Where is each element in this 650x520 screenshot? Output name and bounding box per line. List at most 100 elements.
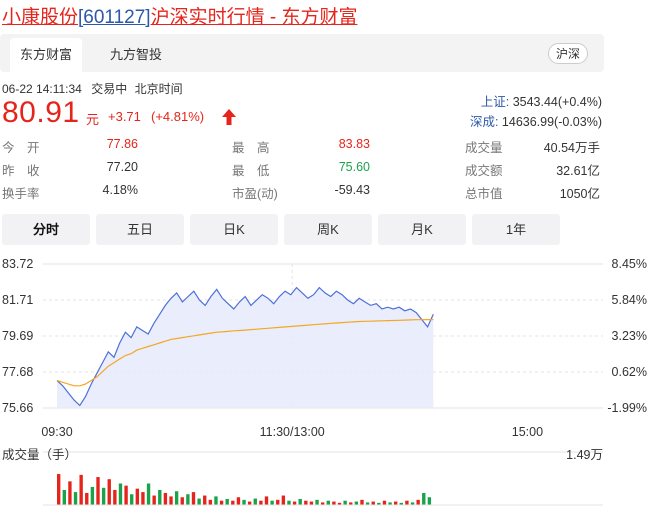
volume-bar	[281, 495, 286, 505]
page-title: 小康股份[601127]沪深实时行情 - 东方财富	[2, 2, 357, 29]
volume-bar	[427, 497, 432, 505]
y-right-tick: -1.99%	[607, 401, 647, 415]
stat-label: 今 开	[2, 141, 40, 155]
stat-value: 75.60	[338, 160, 370, 174]
stat-value: 83.83	[338, 137, 370, 151]
volume-bar	[68, 481, 72, 505]
volume-bar	[107, 479, 111, 505]
volume-bar	[96, 477, 100, 505]
volume-bar	[422, 492, 426, 505]
volume-bar	[388, 502, 392, 505]
stat-label: 最 高	[232, 141, 270, 155]
volume-bar	[242, 499, 246, 505]
period-btn-minute[interactable]: 分时	[2, 214, 90, 245]
y-right-tick: 3.23%	[612, 329, 647, 343]
period-btn-5day[interactable]: 五日	[96, 214, 184, 245]
current-price: 80.91	[2, 96, 80, 129]
x-tick: 11:30/13:00	[260, 425, 325, 439]
volume-bar	[79, 474, 83, 505]
stat-label: 成交额	[465, 164, 503, 178]
stock-name-link[interactable]: 小康股份	[2, 7, 79, 28]
volume-bar	[158, 489, 162, 505]
up-arrow-icon	[221, 108, 237, 131]
volume-bar	[124, 485, 128, 505]
quote-datetime: 06-22 14:11:34	[2, 82, 82, 96]
tab-jiufang[interactable]: 九方智投	[110, 47, 163, 62]
volume-bar	[174, 491, 179, 505]
volume-bar	[371, 501, 375, 505]
y-right-tick: 8.45%	[612, 257, 647, 271]
volume-bar	[399, 502, 403, 505]
stat-value: 40.54万手	[543, 141, 600, 155]
price-line	[56, 286, 434, 407]
avg-price-line	[56, 319, 434, 387]
volume-bar	[349, 502, 353, 505]
volume-bar	[416, 499, 420, 505]
volume-bar	[73, 492, 78, 505]
y-left-tick: 83.72	[2, 257, 33, 271]
source-tabs: 东方财富 九方智投 沪深	[0, 34, 604, 72]
volume-bar	[146, 483, 151, 505]
volume-bar	[141, 492, 145, 505]
price-change-pct: (+4.81%)	[151, 109, 205, 124]
tab-eastmoney[interactable]: 东方财富	[10, 38, 83, 72]
market-badge[interactable]: 沪深	[547, 43, 588, 64]
volume-bar	[85, 492, 89, 505]
price-area-fill	[57, 287, 434, 408]
index-sz-label[interactable]: 深成:	[469, 115, 499, 129]
index-sh: 上证: 3543.44(+0.4%)	[481, 91, 602, 110]
volume-bar	[203, 495, 207, 505]
period-btn-1year[interactable]: 1年	[472, 214, 560, 245]
volume-bar	[130, 494, 134, 505]
y-right-tick: 0.62%	[612, 365, 647, 379]
index-sz-value: 14636.99(-0.03%)	[501, 115, 602, 129]
period-btn-month-k[interactable]: 月K	[378, 214, 466, 245]
x-tick: 09:30	[41, 425, 72, 439]
stat-value: 77.86	[106, 137, 138, 151]
stat-label: 市盈(动)	[232, 187, 278, 201]
page-title-link[interactable]: 沪深实时行情 - 东方财富	[150, 7, 358, 28]
period-btn-week-k[interactable]: 周K	[284, 214, 372, 245]
volume-max: 1.49万	[566, 448, 603, 462]
volume-bar	[253, 498, 257, 505]
volume-bar	[169, 496, 173, 505]
index-sh-label[interactable]: 上证:	[480, 95, 510, 109]
volume-bar	[152, 495, 156, 505]
stat-value: -59.43	[334, 183, 370, 197]
volume-bar	[118, 483, 123, 505]
price-unit: 元	[86, 112, 100, 127]
volume-bar	[365, 502, 370, 505]
volume-bar	[197, 498, 201, 505]
stat-label: 最 低	[232, 164, 270, 178]
volume-bar	[382, 500, 387, 505]
volume-bar	[236, 497, 241, 505]
period-btn-day-k[interactable]: 日K	[190, 214, 278, 245]
volume-bar	[57, 474, 61, 505]
index-sh-value: 3543.44(+0.4%)	[512, 95, 602, 109]
volume-bar	[247, 501, 252, 505]
stat-label: 总市值	[465, 187, 503, 201]
y-left-tick: 81.71	[2, 293, 33, 307]
volume-bar	[309, 501, 314, 505]
intraday-chart[interactable]: 83.72 8.45% 81.71 5.84% 79.69 3.23% 77.68 0.62%…	[0, 250, 650, 520]
y-left-tick: 75.66	[2, 401, 33, 415]
volume-bar	[360, 499, 364, 505]
volume-bar	[113, 489, 117, 505]
volume-bar	[135, 488, 140, 505]
stock-code-link[interactable]: [601127]	[78, 7, 151, 28]
volume-bar	[163, 492, 168, 505]
stat-value: 4.18%	[102, 183, 138, 197]
volume-bar	[304, 500, 308, 505]
stat-label: 换手率	[2, 187, 40, 201]
volume-bar	[270, 500, 274, 505]
volume-bar	[225, 498, 229, 505]
stat-label: 成交量	[465, 141, 503, 155]
volume-bar	[101, 487, 106, 505]
volume-label: 成交量（手）	[2, 447, 77, 462]
timezone-label: 北京时间	[134, 82, 183, 96]
x-tick: 15:00	[512, 425, 543, 439]
status-line: 06-22 14:11:34 交易中 北京时间	[2, 80, 183, 97]
volume-bar	[298, 498, 302, 505]
volume-bar	[90, 486, 95, 505]
volume-bar	[405, 500, 409, 505]
